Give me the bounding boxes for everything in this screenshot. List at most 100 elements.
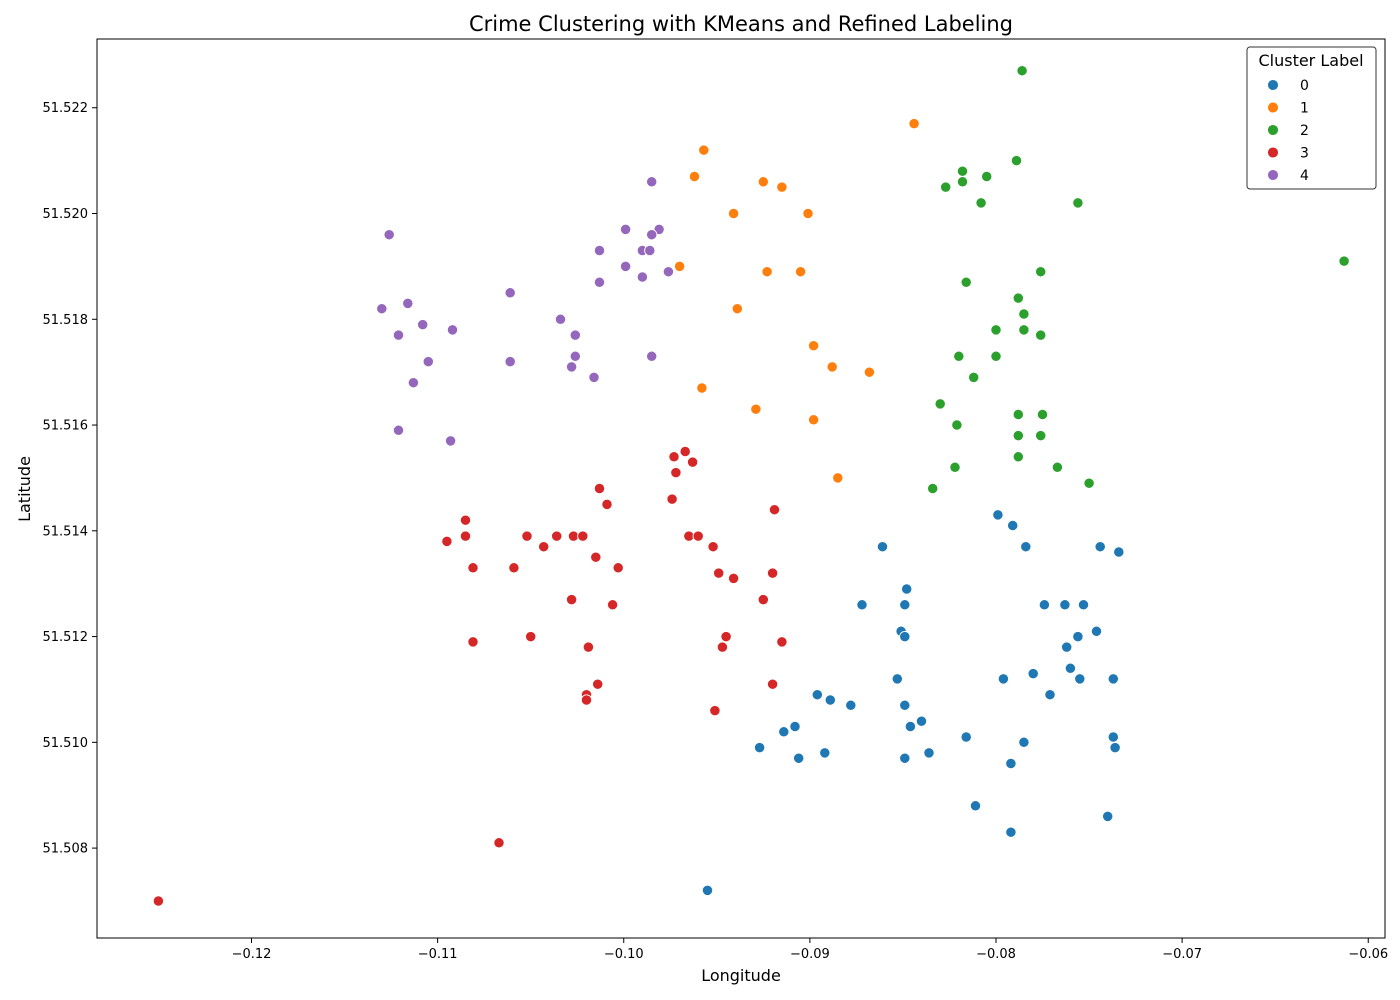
legend-label-4: 4: [1300, 168, 1309, 184]
data-point-cluster-3: [538, 541, 550, 553]
data-point-cluster-0: [899, 699, 911, 711]
legend-marker-3: [1267, 146, 1279, 159]
data-point-cluster-2: [1012, 451, 1024, 463]
data-point-cluster-0: [819, 747, 831, 759]
data-point-cluster-3: [441, 535, 453, 548]
data-point-cluster-4: [504, 287, 516, 299]
data-point-cluster-3: [551, 530, 563, 542]
data-point-cluster-0: [899, 630, 911, 643]
data-point-cluster-4: [407, 377, 420, 389]
legend-label-1: 1: [1300, 101, 1309, 117]
data-point-cluster-2: [949, 461, 961, 473]
legend-items: 0 1 2 3 4: [1267, 78, 1309, 184]
data-point-cluster-0: [899, 752, 911, 764]
x-axis-label: Longitude: [701, 966, 781, 985]
data-point-cluster-2: [934, 398, 946, 410]
data-point-cluster-4: [646, 229, 658, 241]
data-point-cluster-3: [601, 498, 613, 511]
data-point-cluster-0: [793, 752, 805, 764]
data-point-cluster-0: [1007, 519, 1019, 532]
data-point-cluster-1: [696, 382, 708, 394]
y-tick-label: 51.522: [43, 101, 89, 116]
data-point-cluster-0: [1094, 541, 1106, 553]
data-point-cluster-2: [927, 482, 939, 495]
data-point-cluster-3: [679, 445, 691, 458]
y-axis-ticks: 51.508 51.510 51.512 51.514 51.516 51.518 51.5…: [43, 101, 97, 857]
data-point-cluster-4: [383, 229, 395, 241]
data-point-cluster-0: [1090, 625, 1103, 637]
data-point-cluster-3: [567, 530, 580, 542]
data-point-cluster-0: [876, 541, 889, 553]
data-point-cluster-4: [504, 355, 516, 368]
data-point-cluster-3: [565, 593, 578, 606]
data-point-cluster-2: [1016, 65, 1028, 77]
x-tick-label: −0.12: [232, 947, 272, 962]
data-point-cluster-4: [593, 244, 606, 257]
data-point-cluster-3: [716, 641, 729, 653]
data-point-cluster-3: [692, 530, 704, 542]
data-point-cluster-4: [593, 276, 606, 288]
data-point-cluster-0: [811, 689, 823, 701]
data-point-cluster-1: [794, 266, 807, 278]
data-point-cluster-1: [673, 260, 686, 273]
data-point-cluster-3: [709, 704, 721, 717]
legend-marker-4: [1267, 169, 1279, 181]
data-point-cluster-1: [832, 472, 844, 484]
data-point-cluster-2: [1035, 429, 1047, 442]
data-point-cluster-0: [904, 720, 917, 733]
legend: Cluster Label 0 1 2 3 4: [1246, 46, 1377, 190]
data-point-cluster-2: [956, 165, 969, 177]
data-point-cluster-1: [688, 170, 701, 183]
legend-marker-2: [1267, 124, 1279, 136]
x-tick-label: −0.06: [1348, 947, 1388, 962]
data-point-cluster-2: [1018, 308, 1030, 320]
data-point-cluster-4: [569, 329, 581, 341]
data-point-cluster-1: [807, 414, 820, 426]
data-point-cluster-0: [997, 673, 1010, 685]
data-point-cluster-4: [646, 350, 658, 362]
data-point-cluster-0: [901, 583, 913, 595]
legend-label-3: 3: [1300, 146, 1309, 162]
data-point-cluster-4: [565, 361, 578, 373]
data-point-cluster-0: [923, 747, 935, 759]
data-point-cluster-4: [446, 324, 459, 336]
data-point-cluster-0: [1072, 630, 1084, 643]
data-point-cluster-2: [1035, 329, 1047, 341]
plot-frame: [96, 38, 1386, 939]
data-point-cluster-0: [1107, 731, 1119, 743]
data-point-cluster-4: [644, 244, 656, 257]
data-point-cluster-2: [1083, 477, 1095, 489]
data-point-cluster-0: [1102, 810, 1114, 823]
data-point-cluster-3: [757, 593, 769, 606]
data-point-cluster-2: [990, 350, 1002, 362]
data-point-cluster-3: [459, 514, 472, 526]
data-point-cluster-2: [1010, 154, 1023, 167]
data-point-cluster-0: [899, 599, 911, 611]
data-point-cluster-0: [824, 694, 836, 706]
data-point-cluster-3: [577, 530, 589, 542]
data-point-cluster-3: [459, 530, 472, 542]
legend-box: [1246, 46, 1377, 190]
data-point-cluster-0: [1059, 599, 1071, 611]
y-tick-label: 51.508: [43, 842, 89, 857]
y-tick-label: 51.510: [43, 736, 89, 751]
data-point-cluster-4: [619, 260, 632, 273]
x-tick-label: −0.08: [976, 947, 1016, 962]
legend-title: Cluster Label: [1258, 51, 1363, 70]
y-tick-label: 51.518: [43, 313, 89, 328]
data-point-cluster-3: [766, 678, 779, 690]
data-point-cluster-2: [960, 276, 972, 288]
data-point-cluster-1: [807, 340, 820, 352]
data-point-cluster-1: [727, 207, 740, 220]
data-point-cluster-3: [467, 562, 479, 574]
data-point-cluster-4: [376, 303, 388, 315]
data-point-cluster-2: [1051, 461, 1064, 473]
data-point-cluster-3: [766, 567, 779, 579]
y-tick-label: 51.520: [43, 207, 89, 222]
x-tick-label: −0.11: [418, 947, 458, 962]
data-point-cluster-3: [152, 895, 165, 907]
data-point-cluster-0: [1109, 741, 1121, 754]
data-point-cluster-0: [1027, 667, 1039, 680]
data-point-cluster-2: [940, 181, 952, 193]
